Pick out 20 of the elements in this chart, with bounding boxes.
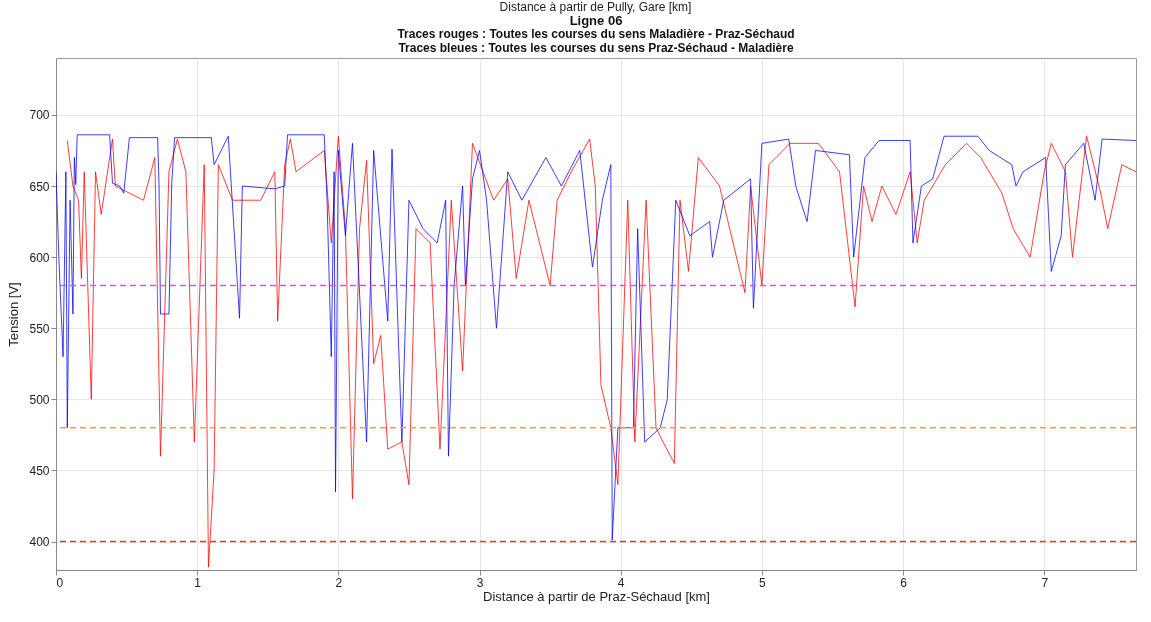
x-tick-label: 0 [56,575,64,590]
x-tick-label: 3 [476,575,484,590]
y-tick-label: 700 [29,108,50,123]
x-axis-title: Distance à partir de Praz-Séchaud [km] [483,588,710,604]
y-tick-label: 450 [29,463,50,478]
y-tick-label: 400 [29,535,50,550]
x-tick-label: 1 [194,575,202,590]
x-tick-label: 4 [617,575,625,590]
chart-subtitle: Traces rouges : Toutes les courses du sens Maladière - Praz-Séchaud Traces bleues : Toutes les courses du sens Praz-Séchaud - Maladière [397,27,795,55]
y-tick-label: 500 [29,392,50,407]
x-tick-label: 6 [900,575,908,590]
x-tick-label: 7 [1041,575,1049,590]
chart-title: Ligne 06 [569,13,623,28]
y-tick-label: 550 [29,321,50,336]
x-tick-label: 5 [759,575,767,590]
y-axis-title: Tension [V] [6,282,22,347]
y-tick-label: 600 [29,250,50,265]
text: Distance à partir de Pully, Gare [km] [498,0,693,14]
y-tick-label: 650 [29,179,50,194]
x-tick-label: 2 [335,575,343,590]
